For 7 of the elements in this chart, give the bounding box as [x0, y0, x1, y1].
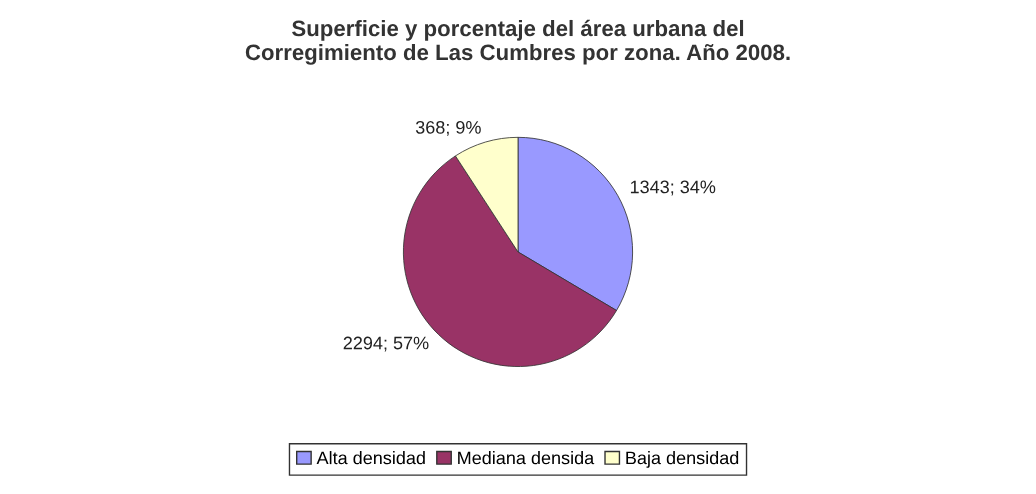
data-label: 368; 9%: [415, 120, 481, 136]
data-label: 2294; 57%: [343, 336, 429, 352]
data-label: 1343; 34%: [630, 180, 716, 196]
legend-label: Alta densidad: [316, 451, 425, 465]
legend-label: Baja densidad: [626, 451, 739, 468]
legend-label: Mediana densida: [458, 451, 595, 465]
chart-title: Superficie y porcentaje del área urbana del Corregimiento de Las Cumbres por zona. Año 2008.: [245, 19, 790, 65]
